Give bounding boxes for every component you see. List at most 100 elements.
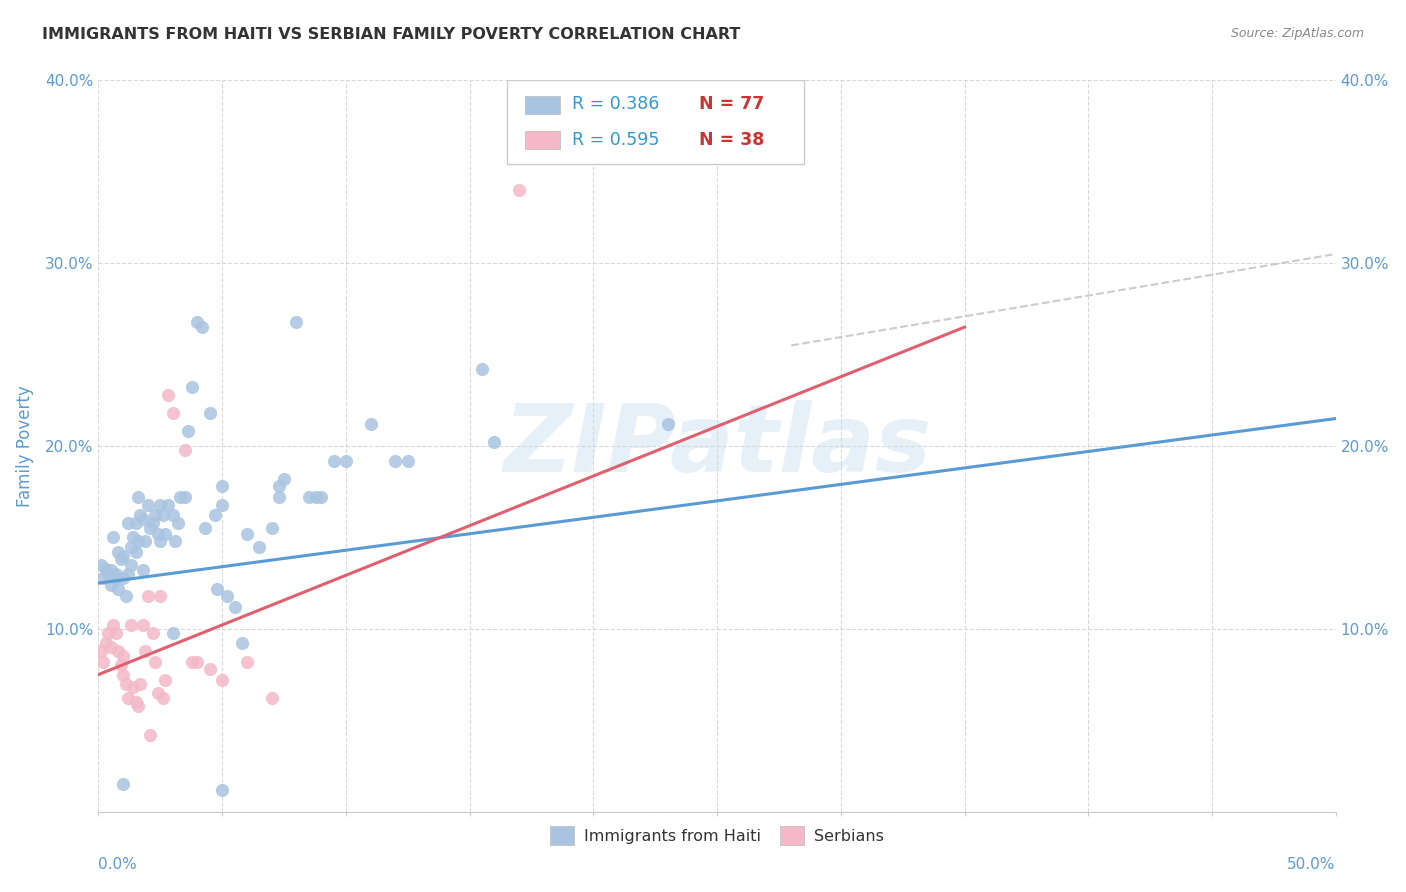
Point [129,508,152,523]
Point [508,183,530,197]
Point [112,571,135,585]
Point [298,490,321,504]
Point [117,691,139,706]
Point [117,567,139,582]
Point [165,534,187,549]
Point [169,490,191,504]
Point [156,498,179,512]
Text: ZIPatlas: ZIPatlas [503,400,931,492]
Point [211,498,233,512]
Point [142,625,165,640]
Point [117,516,139,530]
Point [260,521,283,535]
Point [120,558,142,572]
Point [93,655,115,669]
Point [471,362,494,376]
Point [107,545,129,559]
Point [260,691,283,706]
Point [132,512,155,526]
Point [112,777,135,791]
Point [181,655,204,669]
Point [124,516,146,530]
Text: IMMIGRANTS FROM HAITI VS SERBIAN FAMILY POVERTY CORRELATION CHART: IMMIGRANTS FROM HAITI VS SERBIAN FAMILY … [42,27,741,42]
FancyBboxPatch shape [506,80,804,164]
Point [335,453,357,467]
Point [152,508,174,523]
Point [120,540,142,554]
Point [322,453,344,467]
Point [305,490,328,504]
Point [155,673,177,687]
Point [103,530,125,544]
Point [122,530,145,544]
Point [124,695,146,709]
Point [112,649,135,664]
Point [90,558,112,572]
Point [396,453,419,467]
Point [112,549,135,563]
Point [267,490,290,504]
Point [174,442,197,457]
Point [267,479,290,493]
Point [132,563,155,577]
Point [127,698,149,713]
Point [94,561,117,575]
Point [104,567,127,582]
Point [107,582,129,596]
Point [205,582,228,596]
Text: R = 0.386: R = 0.386 [572,95,659,113]
Point [204,508,226,523]
Text: 0.0%: 0.0% [98,857,138,872]
Point [132,618,155,632]
Point [155,526,177,541]
Point [129,676,152,690]
Text: Source: ZipAtlas.com: Source: ZipAtlas.com [1230,27,1364,40]
FancyBboxPatch shape [526,96,560,114]
Point [224,599,246,614]
Point [136,498,159,512]
Point [142,516,165,530]
Point [211,673,233,687]
Point [122,681,145,695]
Point [273,472,295,486]
Point [104,571,127,585]
Point [146,526,169,541]
Point [114,589,136,603]
Point [211,479,233,493]
Point [127,534,149,549]
Point [110,552,132,566]
Point [100,578,122,592]
Point [211,782,233,797]
Point [100,563,122,577]
Point [198,406,221,420]
Point [127,490,149,504]
Y-axis label: Family Poverty: Family Poverty [15,385,34,507]
Point [309,490,332,504]
Point [657,417,679,431]
Text: N = 38: N = 38 [699,130,763,149]
Point [110,658,132,673]
Point [484,435,506,450]
Point [143,508,166,523]
Point [198,662,221,676]
Point [181,380,204,394]
Point [139,521,162,535]
Point [247,540,270,554]
Point [112,667,135,681]
Point [100,640,122,655]
Point [191,320,214,334]
Point [134,644,156,658]
Point [143,655,166,669]
Point [186,315,208,329]
Point [94,636,117,650]
Point [114,676,136,690]
Point [186,655,208,669]
Point [285,315,308,329]
Point [360,417,382,431]
Text: 50.0%: 50.0% [1288,857,1336,872]
Point [152,691,174,706]
Point [162,406,184,420]
Point [134,534,156,549]
Point [90,644,112,658]
Point [174,490,197,504]
